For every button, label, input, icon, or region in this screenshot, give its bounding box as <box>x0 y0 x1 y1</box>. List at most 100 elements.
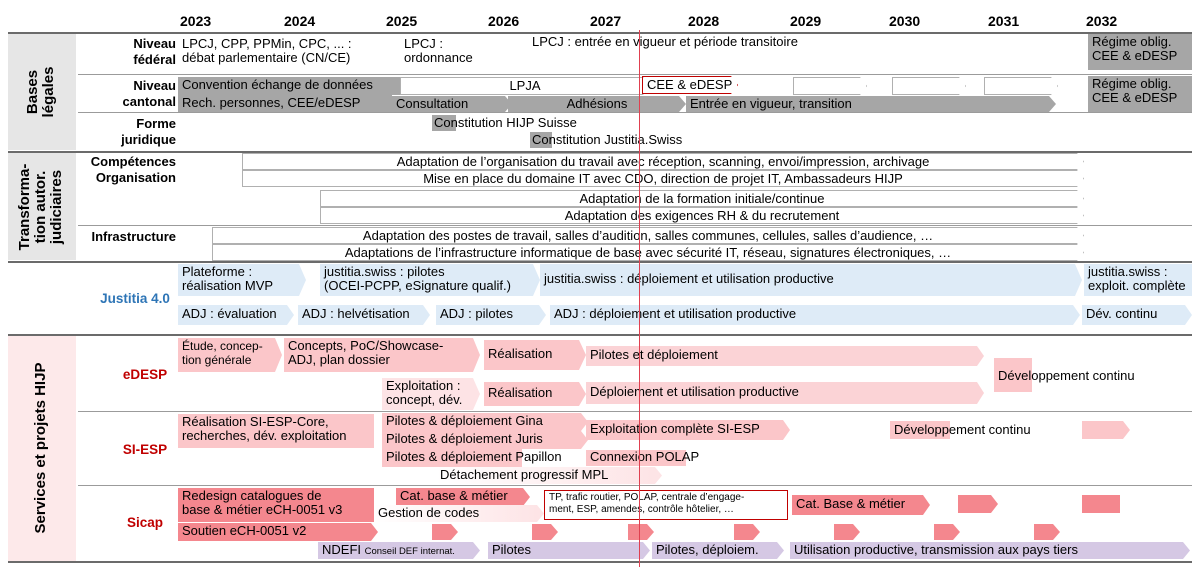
bar-ndefi-sub: Conseil DEF internat. <box>364 546 455 557</box>
row-label-federal: Niveau fédéral <box>133 36 176 67</box>
bar-siesp-realisation: Réalisation SI-ESP-Core, recherches, dév… <box>178 414 374 448</box>
bar-federal-ordonnance: LPCJ : ordonnance <box>404 36 473 65</box>
separator <box>8 32 1192 34</box>
bar-cantonal-entree: Entrée en vigueur, transition <box>686 96 1056 112</box>
row-label-competences: Compétences Organisation <box>90 154 176 185</box>
project-label-justitia: Justitia 4.0 <box>100 291 170 306</box>
bar-federal-regime: Régime oblig. CEE & eDESP <box>1088 34 1192 70</box>
section-panel-bases: Bases légales <box>8 33 76 150</box>
bar-cantonal-recherche: Rech. personnes, CEE/eDESP <box>178 95 392 112</box>
section-title-bases: Bases légales <box>24 66 57 118</box>
year-header: 2030 <box>889 13 921 29</box>
bar-federal-debat: LPCJ, CPP, PPMin, CPC, ... : débat parle… <box>182 36 352 65</box>
bar-siesp-arrow <box>1082 421 1130 439</box>
separator <box>8 151 1192 153</box>
row-label-cantonal: Niveau cantonal <box>122 78 176 109</box>
bar-siesp-dev-block <box>890 421 950 439</box>
bar-organisation-rh: Adaptation des exigences RH & du recrute… <box>320 207 1084 224</box>
bar-justitia-exploit: justitia.swiss : exploit. complète <box>1084 264 1192 296</box>
bar-sicap-arrow <box>934 524 960 540</box>
bar-justitia-plateforme: Plateforme : réalisation MVP <box>178 264 306 296</box>
bar-siesp-mpl: Détachement progressif MPL <box>436 467 662 484</box>
bar-organisation-travail: Adaptation de l’organisation du travail … <box>242 153 1084 170</box>
bar-cantonal-empty <box>892 77 966 95</box>
bar-adj-dev-continu: Dév. continu <box>1082 305 1192 325</box>
bar-sicap-arrow <box>1082 495 1120 513</box>
bar-sicap-gestion-codes: Gestion de codes <box>374 505 544 522</box>
bar-siesp-gina: Pilotes & déploiement Gina <box>382 413 588 431</box>
bar-ndefi-label: NDEFI <box>322 542 361 557</box>
bar-adj-pilotes: ADJ : pilotes <box>436 305 546 325</box>
bar-adj-helvetisation: ADJ : helvétisation <box>298 305 430 325</box>
bar-edesp-realisation: Réalisation <box>484 340 586 370</box>
bar-ndefi-utilisation: Utilisation productive, transmission aux… <box>790 542 1190 559</box>
section-panel-transfo: Transforma- tion autor. judiciaires <box>8 152 76 260</box>
section-title-services: Services et projets HIJP <box>32 362 49 534</box>
section-panel-services: Services et projets HIJP <box>8 335 76 561</box>
bar-siesp-exploitation: Exploitation complète SI-ESP <box>586 420 790 440</box>
bar-edesp-deploiement: Déploiement et utilisation productive <box>586 382 984 404</box>
bar-fj-marker <box>432 115 456 131</box>
year-header: 2025 <box>386 13 418 29</box>
bar-infra-it: Adaptations de l’infrastructure informat… <box>212 244 1084 261</box>
year-header: 2032 <box>1086 13 1118 29</box>
row-label-infrastructure: Infrastructure <box>91 229 176 244</box>
section-title-transfo: Transforma- tion autor. judiciaires <box>16 163 65 251</box>
year-header: 2026 <box>488 13 520 29</box>
bar-cantonal-empty <box>793 77 867 95</box>
bar-ndefi: NDEFI Conseil DEF internat. <box>318 542 480 559</box>
bar-edesp-pilotes: Pilotes et déploiement <box>586 346 984 366</box>
separator <box>78 225 1192 226</box>
separator <box>8 261 1192 263</box>
bar-cantonal-cee: CEE & eDESP <box>642 76 738 94</box>
bar-edesp-exploitation: Exploitation : concept, dév. <box>382 378 480 410</box>
bar-sicap-arrow <box>834 524 860 540</box>
bar-siesp-juris: Pilotes & déploiement Juris <box>382 431 588 449</box>
bar-justitia-pilotes: justitia.swiss : pilotes (OCEI-PCPP, eSi… <box>320 264 540 296</box>
separator <box>78 411 1192 412</box>
bar-sicap-cat-base: Cat. base & métier <box>396 488 530 506</box>
bar-ndefi-pilotes-deploiem: Pilotes, déploiem. <box>652 542 784 559</box>
project-label-sicap: Sicap <box>126 515 164 530</box>
bar-organisation-formation: Adaptation de la formation initiale/cont… <box>320 190 1084 207</box>
bar-sicap-soutien: Soutien eCH-0051 v2 <box>178 523 378 541</box>
bar-edesp-dev-block <box>994 358 1032 392</box>
bar-edesp-etude: Étude, concep- tion générale <box>178 338 282 372</box>
bar-cantonal-consultation: Consultation <box>392 96 512 112</box>
bar-fj-justitia: Constitution Justitia.Swiss <box>532 132 683 147</box>
bar-fj-marker <box>530 132 552 148</box>
bar-cantonal-regime: Régime oblig. CEE & eDESP <box>1088 76 1192 112</box>
bar-sicap-details: TP, trafic routier, POLAP, centrale d’en… <box>544 490 788 520</box>
bar-infra-postes: Adaptation des postes de travail, salles… <box>212 227 1084 244</box>
year-header: 2027 <box>590 13 622 29</box>
bar-fj-hijp: Constitution HIJP Suisse <box>434 115 577 130</box>
separator <box>78 112 1192 113</box>
separator <box>8 334 1192 336</box>
bar-edesp-concepts: Concepts, PoC/Showcase- ADJ, plan dossie… <box>284 338 480 372</box>
year-header: 2023 <box>180 13 212 29</box>
year-header: 2024 <box>284 13 316 29</box>
today-line <box>639 30 640 567</box>
year-header: 2031 <box>988 13 1020 29</box>
bar-sicap-arrow <box>1034 524 1060 540</box>
separator <box>8 561 1192 563</box>
bar-adj-evaluation: ADJ : évaluation <box>178 305 294 325</box>
separator <box>78 485 1192 486</box>
bar-siesp-dev-continu: Développement continu <box>894 422 1031 437</box>
bar-sicap-arrow <box>628 524 654 540</box>
bar-ndefi-pilotes: Pilotes <box>488 542 650 559</box>
bar-organisation-it: Mise en place du domaine IT avec CDO, di… <box>242 170 1084 187</box>
bar-siesp-polap: Connexion POLAP <box>586 450 699 466</box>
bar-sicap-redesign: Redesign catalogues de base & métier eCH… <box>178 488 374 522</box>
bar-justitia-deploiement: justitia.swiss : déploiement et utilisat… <box>540 264 1082 296</box>
year-header: 2029 <box>790 13 822 29</box>
bar-sicap-arrow <box>532 524 558 540</box>
bar-federal-lpcj: LPCJ : entrée en vigueur et période tran… <box>528 34 1083 52</box>
bar-edesp-realisation-2: Réalisation <box>484 382 586 406</box>
bar-edesp-dev-continu: Développement continu <box>998 368 1135 383</box>
row-label-forme-juridique: Forme juridique <box>121 116 176 147</box>
bar-sicap-cat-base-2: Cat. Base & métier <box>792 495 930 515</box>
bar-siesp-papillon: Pilotes & déploiement Papillon <box>382 449 586 467</box>
bar-cantonal-convention: Convention échange de données <box>178 77 408 95</box>
